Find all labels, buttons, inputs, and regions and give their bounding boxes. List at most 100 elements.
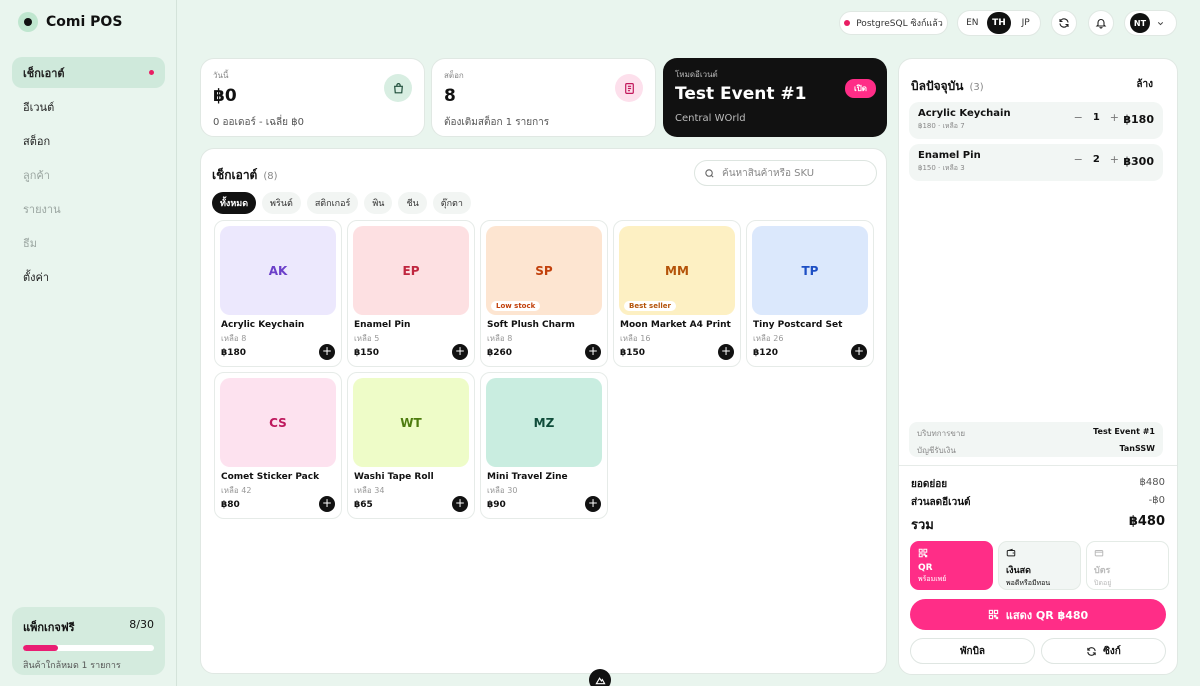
add-to-bill-button[interactable]: +: [319, 344, 335, 360]
bill-line: Acrylic Keychain ฿180 · เหลือ 7 − 1 + ฿1…: [909, 102, 1163, 139]
stock-label: สต็อก: [444, 71, 464, 80]
add-to-bill-button[interactable]: +: [452, 496, 468, 512]
user-menu[interactable]: NT: [1124, 10, 1177, 36]
lang-th-button[interactable]: TH: [986, 12, 1012, 34]
product-card[interactable]: TP Tiny Postcard Set เหลือ 26 ฿120 +: [746, 220, 874, 367]
sidebar-item-label: อีเวนต์: [23, 100, 55, 114]
product-thumbnail: CS: [220, 378, 336, 467]
product-price: ฿80: [221, 500, 240, 510]
sidebar-item-stock[interactable]: สต็อก: [12, 125, 165, 156]
product-name: Acrylic Keychain: [221, 320, 305, 330]
product-price: ฿260: [487, 348, 513, 358]
product-thumbnail: TP: [752, 226, 868, 315]
sidebar-item-reports[interactable]: รายงาน: [12, 193, 165, 224]
product-card[interactable]: WT Washi Tape Roll เหลือ 34 ฿65 +: [347, 372, 475, 519]
payment-card-button[interactable]: บัตร ปิดอยู่: [1086, 541, 1169, 590]
refresh-button[interactable]: [1051, 10, 1077, 36]
product-stock: เหลือ 8: [487, 334, 513, 343]
sidebar-item-settings[interactable]: ตั้งค่า: [12, 261, 165, 292]
decrease-button[interactable]: −: [1073, 153, 1083, 166]
product-code: CS: [269, 415, 287, 430]
account-value: TanSSW: [1119, 444, 1155, 453]
bill-panel: บิลปัจจุบัน (3) ล้าง Acrylic Keychain ฿18…: [898, 58, 1178, 675]
increase-button[interactable]: +: [1109, 153, 1119, 166]
product-grid: AK Acrylic Keychain เหลือ 8 ฿180 + EP Enamel P…: [214, 220, 874, 519]
lang-en-button[interactable]: EN: [966, 18, 979, 28]
sidebar-item-checkout[interactable]: เช็กเอาต์: [12, 57, 165, 88]
search-icon: [705, 168, 714, 178]
avatar: NT: [1130, 13, 1150, 33]
quantity-value: 2: [1092, 154, 1100, 165]
discount-value: -฿0: [1148, 495, 1165, 506]
product-code: EP: [402, 263, 420, 278]
event-card[interactable]: โหมดอีเวนต์ Test Event #1 Central WOrld …: [663, 58, 887, 137]
today-label: วันนี้: [213, 71, 229, 80]
category-chip-sticker[interactable]: สติกเกอร์: [306, 192, 359, 214]
category-filters: ทั้งหมด พรินต์ สติกเกอร์ พิน ชีน ตุ๊กตา: [212, 192, 471, 214]
add-to-bill-button[interactable]: +: [851, 344, 867, 360]
logo-icon: [18, 12, 38, 32]
event-location: Central WOrld: [675, 113, 746, 124]
category-chip-plush[interactable]: ตุ๊กตา: [432, 192, 471, 214]
sidebar-divider: [176, 0, 177, 686]
notifications-button[interactable]: [1088, 10, 1114, 36]
package-card[interactable]: แพ็กเกจฟรี 8/30 สินค้าใกล้หมด 1 รายการ: [12, 607, 165, 675]
add-to-bill-button[interactable]: +: [452, 344, 468, 360]
show-qr-button[interactable]: แสดง QR ฿480: [910, 599, 1166, 630]
add-to-bill-button[interactable]: +: [319, 496, 335, 512]
sidebar-item-label: รายงาน: [23, 202, 61, 216]
today-sub: 0 ออเดอร์ - เฉลี่ย ฿0: [213, 117, 304, 128]
search-input[interactable]: [722, 167, 872, 179]
decrease-button[interactable]: −: [1073, 111, 1083, 124]
payment-cash-button[interactable]: เงินสด พอดีหรือมีทอน: [998, 541, 1081, 590]
db-status-badge[interactable]: PostgreSQL ซิงก์แล้ว: [839, 11, 948, 35]
product-stock: เหลือ 5: [354, 334, 380, 343]
product-card[interactable]: SP Low stock Soft Plush Charm เหลือ 8 ฿260 +: [480, 220, 608, 367]
account-label: บัญชีรับเงิน: [917, 446, 956, 455]
category-chip-zine[interactable]: ชีน: [398, 192, 427, 214]
increase-button[interactable]: +: [1109, 111, 1119, 124]
search-box: [694, 160, 877, 186]
product-card[interactable]: MZ Mini Travel Zine เหลือ 30 ฿90 +: [480, 372, 608, 519]
today-card: วันนี้ ฿0 0 ออเดอร์ - เฉลี่ย ฿0: [200, 58, 425, 137]
category-chip-pin[interactable]: พิน: [364, 192, 393, 214]
wallet-icon: [1006, 548, 1073, 558]
bell-icon: [1095, 19, 1107, 29]
add-to-bill-button[interactable]: +: [585, 496, 601, 512]
checkout-title-text: เช็กเอาต์: [212, 168, 258, 182]
sidebar-item-theme[interactable]: ธีม: [12, 227, 165, 258]
package-title: แพ็กเกจฟรี: [23, 621, 75, 634]
sidebar-item-customers[interactable]: ลูกค้า: [12, 159, 165, 190]
lang-jp-button[interactable]: JP: [1021, 18, 1030, 28]
db-status-text: PostgreSQL ซิงก์แล้ว: [856, 19, 943, 29]
product-name: Enamel Pin: [354, 320, 411, 330]
product-card[interactable]: AK Acrylic Keychain เหลือ 8 ฿180 +: [214, 220, 342, 367]
sidebar-item-events[interactable]: อีเวนต์: [12, 91, 165, 122]
devtools-button[interactable]: [589, 669, 611, 686]
bill-meta: บริบทการขาย Test Event #1 บัญชีรับเงิน Tan…: [909, 422, 1163, 457]
brand[interactable]: Comi POS: [18, 12, 122, 32]
mountain-icon: [594, 676, 606, 684]
product-card[interactable]: MM Best seller Moon Market A4 Print เหลือ 1…: [613, 220, 741, 367]
sync-button[interactable]: ซิงก์: [1041, 638, 1166, 664]
category-chip-all[interactable]: ทั้งหมด: [212, 192, 257, 214]
bill-line-total: ฿300: [1123, 155, 1154, 168]
payment-label: บัตร: [1094, 566, 1111, 576]
add-to-bill-button[interactable]: +: [718, 344, 734, 360]
product-card[interactable]: CS Comet Sticker Pack เหลือ 42 ฿80 +: [214, 372, 342, 519]
payment-qr-button[interactable]: QR พร้อมเพย์: [910, 541, 993, 590]
package-progress-fill: [23, 645, 59, 651]
category-chip-print[interactable]: พรินต์: [262, 192, 301, 214]
clear-bill-button[interactable]: ล้าง: [1136, 79, 1153, 90]
product-stock: เหลือ 26: [753, 334, 784, 343]
hold-bill-button[interactable]: พักบิล: [910, 638, 1035, 664]
event-status-badge: เปิด: [844, 79, 876, 98]
product-price: ฿180: [221, 348, 247, 358]
add-to-bill-button[interactable]: +: [585, 344, 601, 360]
product-thumbnail: EP: [353, 226, 469, 315]
product-card[interactable]: EP Enamel Pin เหลือ 5 ฿150 +: [347, 220, 475, 367]
active-dot-icon: [149, 70, 154, 75]
product-price: ฿150: [620, 348, 646, 358]
package-count: 8/30: [129, 618, 154, 631]
package-progress: [23, 645, 154, 651]
